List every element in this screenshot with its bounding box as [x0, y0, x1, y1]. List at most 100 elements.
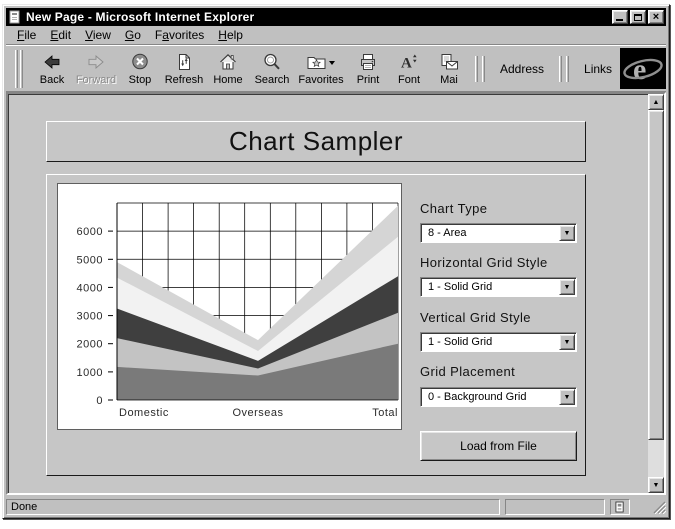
chart-type-select[interactable]: 8 - Area ▼	[420, 223, 577, 243]
print-icon	[358, 51, 378, 73]
grid-placement-select[interactable]: 0 - Background Grid ▼	[420, 387, 577, 407]
minimize-icon	[616, 19, 623, 21]
menu-go[interactable]: Go	[124, 28, 141, 42]
horizontal-grid-style-select[interactable]: 1 - Solid Grid ▼	[420, 277, 577, 297]
svg-text:e: e	[633, 53, 646, 86]
chevron-down-icon: ▼	[563, 338, 571, 346]
horizontal-grid-style-value: 1 - Solid Grid	[428, 281, 493, 293]
scrollbar-track[interactable]	[648, 440, 664, 477]
font-icon: A	[398, 51, 420, 73]
search-button[interactable]: Search	[250, 48, 294, 90]
svg-text:Total: Total	[372, 407, 398, 419]
menu-help[interactable]: Help	[218, 28, 243, 42]
font-label: Font	[397, 74, 420, 86]
page-title: Chart Sampler	[46, 121, 586, 162]
menu-file[interactable]: File	[17, 28, 37, 42]
chart-type-dropdown-button[interactable]: ▼	[559, 225, 575, 241]
address-bar-separator[interactable]	[473, 55, 487, 82]
scroll-up-button[interactable]: ▲	[648, 94, 664, 110]
horizontal-grid-style-dropdown-button[interactable]: ▼	[559, 279, 575, 295]
refresh-icon	[174, 51, 194, 73]
app-icon	[9, 10, 20, 24]
menu-favorites[interactable]: Favorites	[154, 28, 205, 42]
maximize-icon	[634, 13, 642, 21]
vertical-grid-style-select[interactable]: 1 - Solid Grid ▼	[420, 332, 577, 352]
status-message-panel: Done	[6, 498, 500, 515]
vertical-scrollbar[interactable]: ▲ ▼	[648, 94, 664, 493]
ie-logo: e	[620, 48, 667, 89]
window-title: New Page - Microsoft Internet Explorer	[26, 10, 255, 24]
scroll-up-icon: ▲	[652, 98, 660, 106]
stop-button[interactable]: Stop	[118, 48, 162, 90]
maximize-button[interactable]	[630, 10, 646, 24]
search-icon	[262, 51, 282, 73]
back-icon	[42, 51, 62, 73]
forward-label: Forward	[75, 74, 117, 86]
vertical-grid-style-value: 1 - Solid Grid	[428, 336, 493, 348]
home-button[interactable]: Home	[206, 48, 250, 90]
status-secondary-panel	[505, 498, 605, 515]
grid-placement-value: 0 - Background Grid	[428, 391, 527, 403]
chart-type-label: Chart Type	[420, 201, 488, 216]
chart-sampler-panel: 0 1000 2000 3000 4000 5000 6000 Domestic Oversea…	[46, 174, 586, 476]
print-button[interactable]: Print	[348, 48, 388, 90]
refresh-button[interactable]: Refresh	[162, 48, 206, 90]
mail-icon	[439, 51, 459, 73]
address-bar-label[interactable]: Address	[500, 61, 545, 76]
svg-text:A: A	[401, 56, 412, 72]
favorites-label: Favorites	[298, 74, 344, 86]
status-text: Done	[11, 500, 38, 513]
links-bar-label[interactable]: Links	[584, 61, 613, 76]
grid-placement-dropdown-button[interactable]: ▼	[559, 389, 575, 405]
favorites-button[interactable]: Favorites	[294, 48, 348, 90]
mail-button[interactable]: Mai	[430, 48, 468, 90]
title-bar[interactable]: New Page - Microsoft Internet Explorer ×	[6, 8, 666, 26]
toolbar-drag-handle[interactable]	[15, 49, 25, 88]
forward-button[interactable]: Forward	[74, 48, 118, 90]
grid-placement-label: Grid Placement	[420, 364, 516, 379]
svg-text:4000: 4000	[77, 282, 103, 294]
back-button[interactable]: Back	[30, 48, 74, 90]
resize-grip[interactable]	[653, 501, 666, 514]
menu-view[interactable]: View	[85, 28, 111, 42]
content-frame: Chart Sampler 0 1000 2000 3000 4000 5000 6000 D…	[6, 92, 666, 495]
chevron-down-icon: ▼	[563, 393, 571, 401]
svg-text:1000: 1000	[77, 367, 103, 379]
svg-text:6000: 6000	[77, 226, 103, 238]
chevron-down-icon: ▼	[563, 229, 571, 237]
close-button[interactable]: ×	[648, 10, 664, 24]
toolbar: Back Forward Stop Refresh Home	[6, 45, 667, 92]
status-bar: Done	[6, 495, 666, 515]
scrollbar-thumb[interactable]	[648, 110, 664, 440]
stop-icon	[130, 51, 150, 73]
svg-text:Domestic: Domestic	[119, 407, 169, 419]
scroll-down-icon: ▼	[652, 481, 660, 489]
status-page-icon	[615, 501, 624, 512]
vertical-grid-style-label: Vertical Grid Style	[420, 310, 531, 325]
chart-area: 0 1000 2000 3000 4000 5000 6000 Domestic Oversea…	[57, 183, 402, 430]
chart-type-value: 8 - Area	[428, 227, 467, 239]
home-label: Home	[213, 74, 243, 86]
home-icon	[218, 51, 238, 73]
load-from-file-button[interactable]: Load from File	[420, 431, 577, 461]
vertical-grid-style-dropdown-button[interactable]: ▼	[559, 334, 575, 350]
svg-text:3000: 3000	[77, 311, 103, 323]
refresh-label: Refresh	[164, 74, 204, 86]
horizontal-grid-style-label: Horizontal Grid Style	[420, 255, 548, 270]
close-icon: ×	[652, 11, 660, 23]
font-button[interactable]: A Font	[388, 48, 430, 90]
minimize-button[interactable]	[612, 10, 628, 24]
svg-text:Overseas: Overseas	[232, 407, 283, 419]
print-label: Print	[356, 74, 380, 86]
links-bar-separator[interactable]	[557, 55, 571, 82]
mail-label: Mai	[440, 74, 458, 86]
chevron-down-icon: ▼	[563, 283, 571, 291]
scroll-down-button[interactable]: ▼	[648, 477, 664, 493]
menu-bar: File Edit View Go Favorites Help	[6, 26, 666, 45]
menu-edit[interactable]: Edit	[50, 28, 72, 42]
svg-text:2000: 2000	[77, 339, 103, 351]
stacked-area-chart: 0 1000 2000 3000 4000 5000 6000 Domestic Oversea…	[77, 202, 399, 419]
status-zone-panel	[610, 498, 630, 515]
svg-text:0: 0	[96, 395, 103, 407]
forward-icon	[86, 51, 106, 73]
